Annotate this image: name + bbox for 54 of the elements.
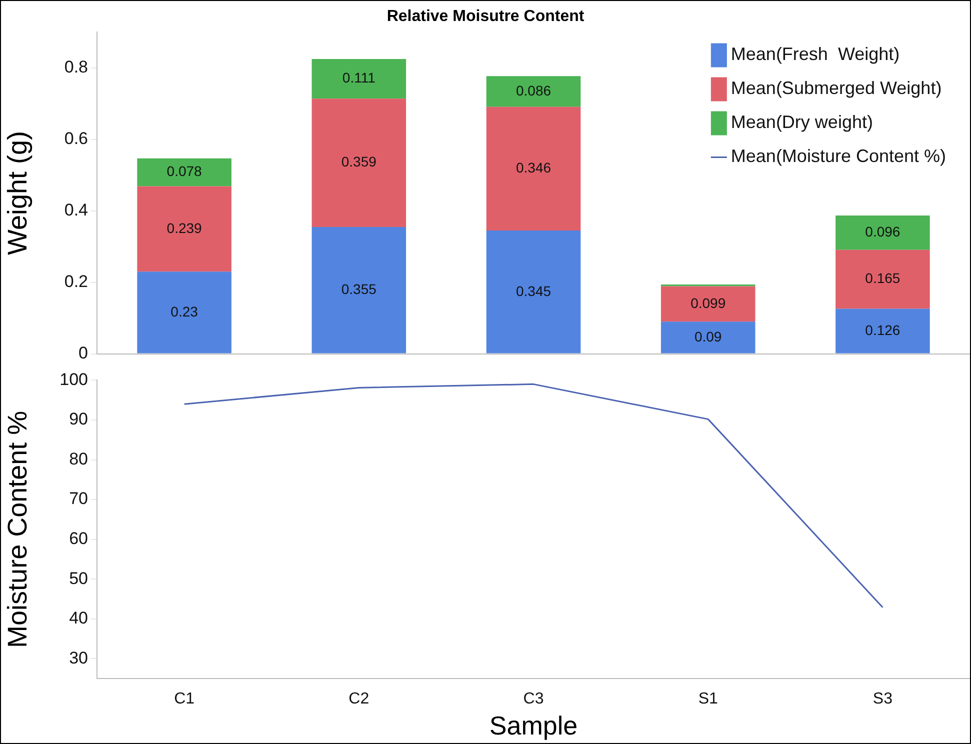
y-tick-label: 0.8 (64, 58, 88, 77)
y-tick-label: 70 (69, 489, 88, 508)
bar (486, 230, 581, 354)
data-label: 0.078 (166, 163, 202, 180)
x-axis-title: Sample (489, 710, 578, 741)
bar (486, 106, 581, 231)
y-tick-label: 90 (69, 410, 88, 429)
y-tick-label: 50 (69, 568, 88, 588)
bar (660, 322, 756, 354)
bar (312, 59, 406, 99)
data-label: 0.165 (865, 270, 900, 286)
data-label: 0.099 (690, 294, 726, 311)
y-tick-label: 0.6 (64, 129, 88, 148)
x-tick-label: C1 (174, 690, 195, 708)
data-label: 0.239 (166, 220, 202, 236)
text: Mean(Moisture Content %) (730, 146, 946, 166)
bar (836, 250, 930, 309)
bar (660, 286, 756, 322)
bar (836, 216, 930, 250)
x-tick-label: S1 (698, 690, 718, 708)
x-tick-label: C3 (523, 690, 544, 708)
legend-label: Mean(Dry weight) (730, 112, 873, 132)
data-label: 0.09 (694, 328, 722, 344)
data-label: 0.096 (865, 224, 900, 240)
y-tick-label: 0 (78, 343, 88, 362)
data-label: 0.23 (170, 303, 198, 320)
y-axis-title: Moisture Content % (2, 410, 33, 648)
data-label: 0.345 (516, 282, 552, 299)
data-label: 0.086 (516, 82, 552, 98)
x-tick-label: S3 (872, 690, 893, 708)
bar (137, 186, 232, 272)
y-tick-label: 100 (60, 370, 88, 389)
bar (137, 158, 232, 186)
y-tick-label: 80 (69, 449, 88, 468)
y-axis-title: Weight (g) (2, 130, 33, 256)
y-tick-label: 0.2 (64, 272, 88, 292)
bar (312, 98, 406, 227)
legend-label: Mean(Submerged Weight) (730, 78, 942, 98)
data-label: 0.126 (865, 322, 900, 338)
bar (486, 76, 581, 107)
chart-title: Relative Moisutre Content (386, 8, 585, 26)
y-tick-label: 40 (69, 608, 88, 628)
x-tick-label: C2 (348, 690, 370, 708)
bar (312, 226, 406, 354)
bar (836, 308, 930, 354)
data-label: 0.359 (341, 154, 377, 170)
y-tick-label: 30 (69, 648, 88, 668)
legend-label: Mean(Fresh Weight) (730, 44, 900, 64)
y-tick-label: 60 (69, 529, 88, 548)
y-tick-label: 0.4 (64, 200, 88, 220)
data-label: 0.355 (341, 280, 377, 297)
data-label: 0.111 (342, 70, 376, 86)
bar (137, 272, 232, 354)
data-label: 0.346 (516, 160, 552, 176)
